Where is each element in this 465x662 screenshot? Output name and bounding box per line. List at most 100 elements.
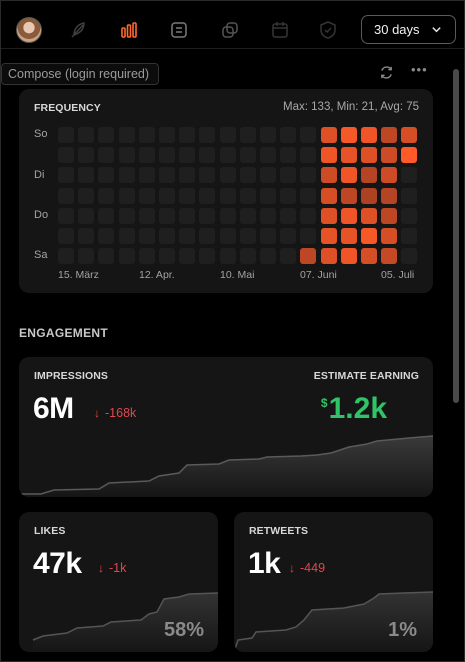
heatmap-cell xyxy=(280,187,297,204)
heatmap-cell xyxy=(260,127,276,143)
impressions-card: IMPRESSIONS 6M ↓ -168k ESTIMATE EARNING $… xyxy=(19,357,433,497)
heatmap-cell xyxy=(138,187,155,204)
heatmap-cell xyxy=(300,127,317,143)
retweets-delta: ↓ -449 xyxy=(289,561,325,575)
heatmap-cell xyxy=(199,127,216,143)
day-label-so: So xyxy=(34,128,48,140)
heatmap-cell xyxy=(361,127,377,143)
heatmap-cell xyxy=(320,147,337,164)
heatmap-cell xyxy=(401,187,418,204)
day-label-di: Di xyxy=(34,169,45,181)
heatmap-cell xyxy=(199,147,216,164)
heatmap-cell xyxy=(340,187,357,204)
calendar-icon[interactable] xyxy=(269,19,291,41)
heatmap-cell xyxy=(219,207,236,224)
impressions-delta: ↓ -168k xyxy=(94,406,136,420)
heatmap-cell xyxy=(340,228,357,244)
scrollbar[interactable] xyxy=(453,69,459,403)
heatmap-cell xyxy=(340,207,357,224)
chevron-down-icon xyxy=(432,27,441,33)
heatmap-cell xyxy=(199,207,216,224)
heatmap-cell xyxy=(159,187,175,204)
heatmap-cell xyxy=(320,228,337,244)
heatmap-cell xyxy=(98,207,115,224)
currency-symbol: $ xyxy=(320,396,328,410)
heatmap-cell xyxy=(138,127,155,143)
likes-value: 47k xyxy=(33,547,82,580)
heatmap-cell xyxy=(300,167,317,184)
heatmap-cell xyxy=(118,127,135,143)
month-label: 10. Mai xyxy=(220,269,255,281)
heatmap-cell xyxy=(159,207,175,224)
heatmap-cell xyxy=(280,167,297,184)
month-label: 15. März xyxy=(58,269,99,281)
heatmap-cell xyxy=(401,127,418,143)
retweets-delta-value: -449 xyxy=(300,561,326,575)
heatmap-cell xyxy=(219,187,236,204)
heatmap-cell xyxy=(381,127,398,143)
heatmap-cell xyxy=(118,207,135,224)
heatmap-cell xyxy=(179,127,196,143)
heatmap-cell xyxy=(260,248,276,265)
heatmap-cell xyxy=(98,228,115,244)
heatmap-cell xyxy=(239,207,256,224)
heatmap-cell xyxy=(58,167,74,184)
heatmap-cell xyxy=(340,127,357,143)
month-label: 12. Apr. xyxy=(139,269,175,281)
header-divider xyxy=(1,48,465,49)
range-select[interactable]: 30 days xyxy=(361,15,456,44)
heatmap-cell xyxy=(381,207,398,224)
heatmap-cell xyxy=(199,228,216,244)
copy-icon[interactable] xyxy=(219,19,241,41)
heatmap-cell xyxy=(219,127,236,143)
month-label: 05. Juli xyxy=(381,269,415,281)
arrow-down-icon: ↓ xyxy=(98,561,104,575)
heatmap-cell xyxy=(78,167,95,184)
heatmap-cell xyxy=(98,127,115,143)
heatmap-cell xyxy=(58,147,74,164)
heatmap-cell xyxy=(138,228,155,244)
heatmap-cell xyxy=(118,167,135,184)
frequency-stats: Max: 133, Min: 21, Avg: 75 xyxy=(283,101,419,113)
heatmap-cell xyxy=(78,187,95,204)
refresh-icon[interactable] xyxy=(379,65,394,80)
heatmap-cell xyxy=(58,187,74,204)
more-options-icon[interactable]: ••• xyxy=(411,62,428,77)
day-label-do: Do xyxy=(34,209,49,221)
heatmap-cell xyxy=(219,167,236,184)
heatmap-cell xyxy=(381,167,398,184)
retweets-card: RETWEETS 1k ↓ -449 1% xyxy=(234,512,433,652)
heatmap-cell xyxy=(239,228,256,244)
arrow-down-icon: ↓ xyxy=(289,561,295,575)
earning-amount: 1.2k xyxy=(328,392,387,425)
heatmap-cell xyxy=(118,187,135,204)
likes-card: LIKES 47k ↓ -1k 58% xyxy=(19,512,218,652)
heatmap-cell xyxy=(239,248,256,265)
heatmap-cell xyxy=(179,248,196,265)
heatmap-cell xyxy=(340,167,357,184)
list-icon[interactable] xyxy=(168,19,190,41)
retweets-sparkline xyxy=(234,591,433,652)
feather-icon[interactable] xyxy=(67,19,89,41)
heatmap-cell xyxy=(219,147,236,164)
heatmap-cell xyxy=(78,127,95,143)
avatar[interactable] xyxy=(16,17,42,43)
heatmap-cell xyxy=(219,248,236,265)
heatmap-cell xyxy=(320,187,337,204)
heatmap-cell xyxy=(118,147,135,164)
heatmap-cell xyxy=(340,147,357,164)
heatmap-cell xyxy=(159,228,175,244)
heatmap-cell xyxy=(280,248,297,265)
heatmap-cell xyxy=(138,147,155,164)
earning-title: ESTIMATE EARNING xyxy=(313,370,419,382)
heatmap-cell xyxy=(179,228,196,244)
heatmap-cell xyxy=(98,187,115,204)
heatmap-cell xyxy=(361,228,377,244)
retweets-title: RETWEETS xyxy=(249,525,309,537)
heatmap-cell xyxy=(300,187,317,204)
heatmap-cell xyxy=(300,248,317,265)
shield-icon[interactable] xyxy=(317,19,339,41)
heatmap-cell xyxy=(381,228,398,244)
heatmap-cell xyxy=(159,167,175,184)
bar-chart-icon[interactable] xyxy=(118,19,140,41)
